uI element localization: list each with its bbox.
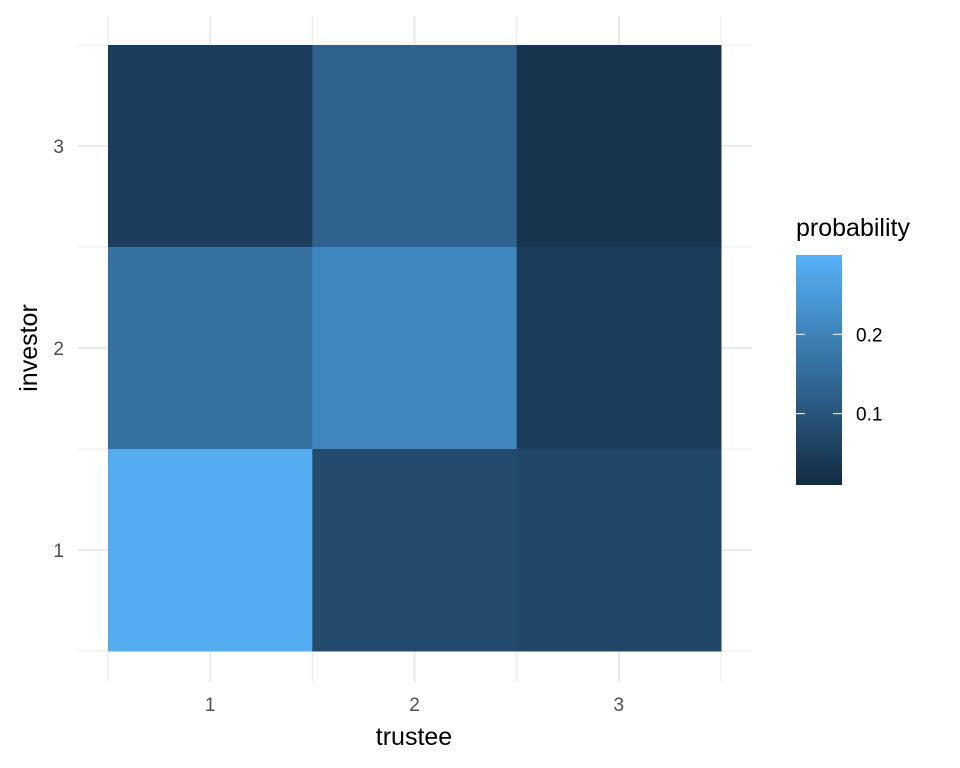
heatmap-cell-x1-y1 (108, 449, 313, 652)
legend-colorbar (796, 255, 842, 485)
x-axis-title: trustee (376, 723, 452, 751)
x-tick-label: 2 (409, 695, 420, 716)
axis-ticks: 1 2 3 1 2 3 (53, 137, 624, 716)
y-axis-title: investor (15, 304, 43, 392)
heatmap-cell-x2-y2 (312, 247, 518, 450)
legend-breaks: 0.1 0.2 (796, 325, 882, 426)
x-tick-label: 3 (614, 695, 625, 716)
y-tick-label: 1 (53, 541, 64, 562)
heatmap-cell-x3-y1 (516, 449, 722, 652)
legend-break-label: 0.2 (856, 325, 882, 346)
y-tick-label: 3 (53, 137, 64, 158)
legend-break-label: 0.1 (856, 405, 882, 426)
color-legend: probability 0.1 0.2 (796, 214, 910, 485)
heatmap-cell-x1-y2 (108, 247, 313, 450)
heatmap-tiles (108, 45, 722, 652)
heatmap-cell-x3-y3 (516, 45, 722, 248)
heatmap-cell-x3-y2 (516, 247, 722, 450)
legend-title: probability (796, 214, 910, 242)
heatmap-cell-x2-y1 (312, 449, 518, 652)
x-tick-label: 1 (205, 695, 216, 716)
heatmap-cell-x1-y3 (108, 45, 313, 248)
heatmap-cell-x2-y3 (312, 45, 518, 248)
y-tick-label: 2 (53, 339, 64, 360)
